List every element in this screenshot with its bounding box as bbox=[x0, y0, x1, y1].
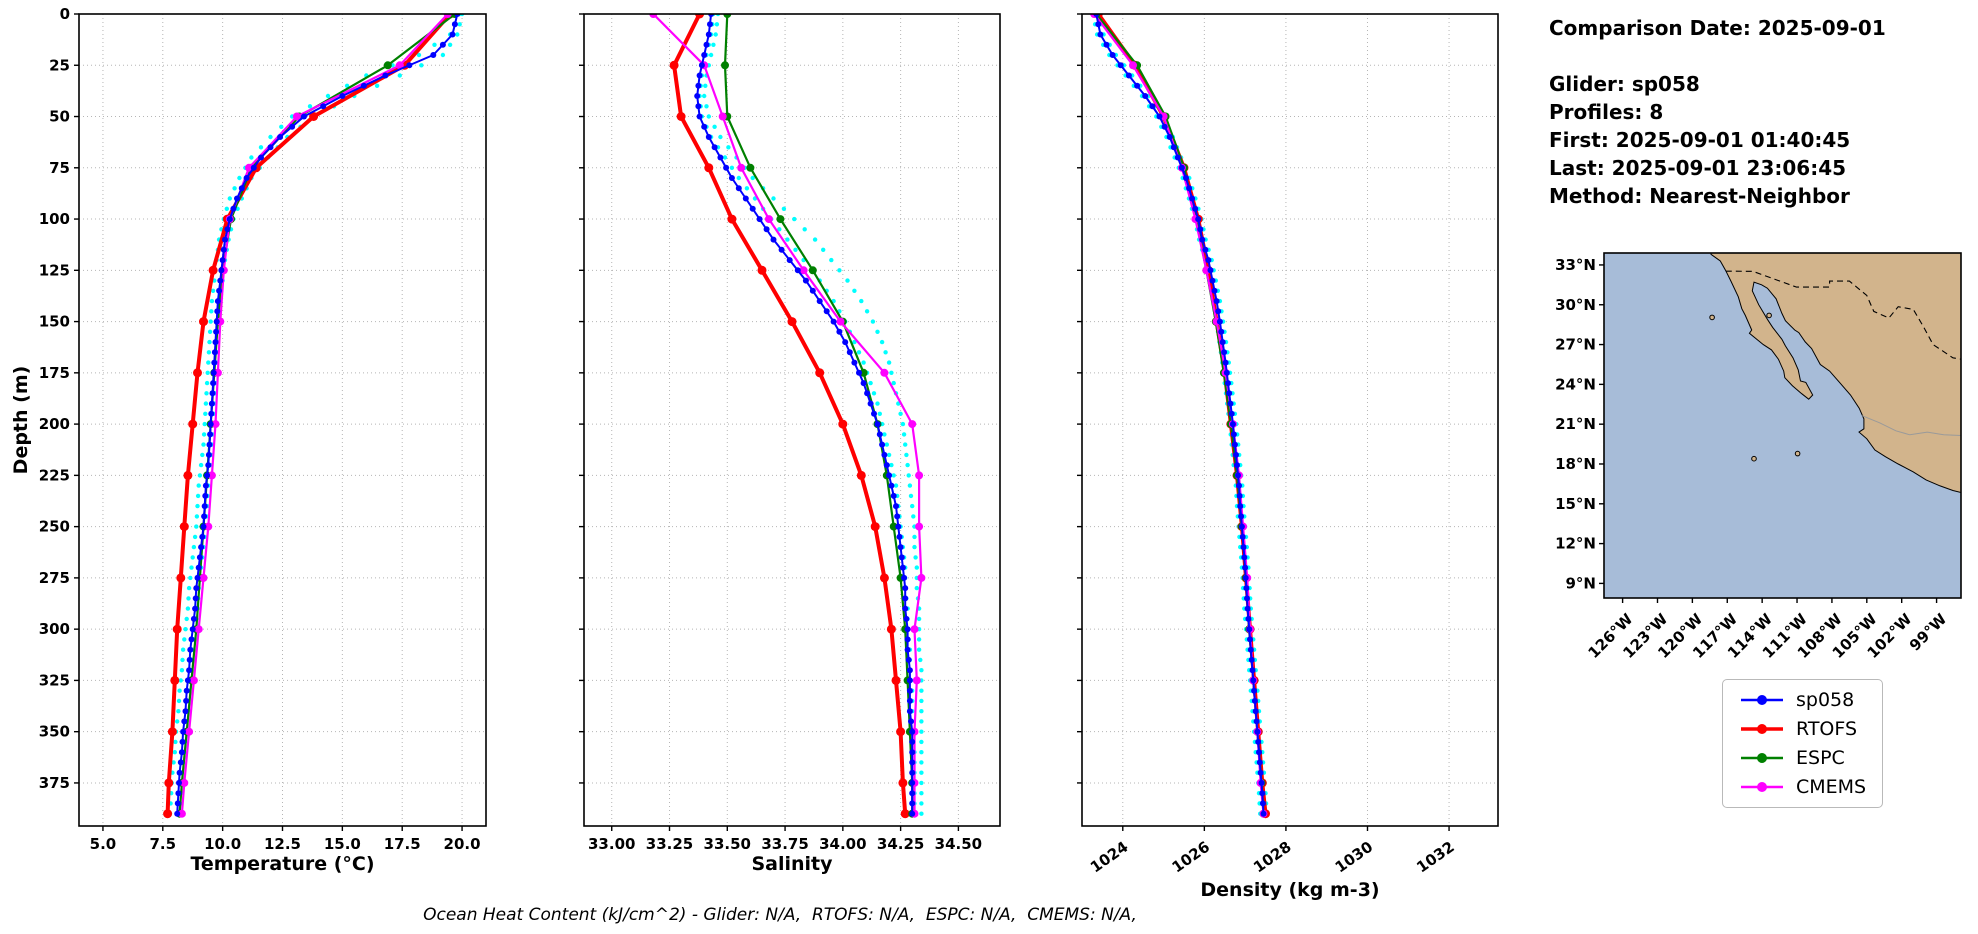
svg-text:21°N: 21°N bbox=[1555, 415, 1596, 433]
svg-text:33°N: 33°N bbox=[1555, 256, 1596, 274]
svg-text:75: 75 bbox=[49, 159, 70, 177]
svg-text:99°W: 99°W bbox=[1906, 610, 1951, 655]
glider-name-text: Glider: sp058 bbox=[1549, 72, 1700, 96]
svg-text:15°N: 15°N bbox=[1555, 495, 1596, 513]
profile-chart-temperature: 5.0 7.5 10.0 12.5 15.0 17.5 20.0 0 25 50 75 100 125 1… bbox=[10, 5, 487, 875]
svg-text:100: 100 bbox=[39, 210, 70, 228]
x-axis-label: Density (kg m-3) bbox=[1200, 879, 1379, 901]
svg-text:325: 325 bbox=[39, 671, 70, 689]
svg-text:20.0: 20.0 bbox=[444, 835, 481, 853]
island-dot bbox=[1751, 455, 1757, 462]
series-layer bbox=[649, 14, 926, 819]
svg-text:30°N: 30°N bbox=[1555, 296, 1596, 314]
legend-label: CMEMS bbox=[1796, 776, 1867, 798]
svg-text:10.0: 10.0 bbox=[204, 835, 241, 853]
svg-text:18°N: 18°N bbox=[1555, 455, 1596, 473]
svg-text:250: 250 bbox=[39, 518, 70, 536]
svg-text:225: 225 bbox=[39, 466, 70, 484]
svg-text:125: 125 bbox=[39, 261, 70, 279]
svg-text:33.25: 33.25 bbox=[646, 835, 693, 853]
svg-text:50: 50 bbox=[49, 108, 70, 126]
svg-text:150: 150 bbox=[39, 313, 70, 331]
profile-chart-salinity: 33.00 33.25 33.50 33.75 34.00 34.25 34.50 Salin… bbox=[579, 13, 1001, 875]
svg-text:275: 275 bbox=[39, 569, 70, 587]
island-dot bbox=[1709, 314, 1715, 321]
svg-text:27°N: 27°N bbox=[1555, 336, 1596, 354]
island-dot bbox=[1794, 450, 1801, 457]
svg-text:0: 0 bbox=[60, 5, 70, 23]
svg-text:175: 175 bbox=[39, 364, 70, 382]
svg-text:34.50: 34.50 bbox=[935, 835, 982, 853]
svg-text:15.0: 15.0 bbox=[324, 835, 361, 853]
svg-text:7.5: 7.5 bbox=[150, 835, 177, 853]
svg-text:34.00: 34.00 bbox=[819, 835, 866, 853]
svg-text:33.00: 33.00 bbox=[588, 835, 635, 853]
x-axis-label: Salinity bbox=[751, 853, 833, 875]
svg-text:1032: 1032 bbox=[1413, 838, 1458, 877]
legend-item-sp058: sp058 bbox=[1739, 689, 1866, 711]
svg-text:24°N: 24°N bbox=[1555, 375, 1596, 393]
location-map: 33°N 30°N 27°N 24°N 21°N 18°N 15°N 12°N 9°N 126°W… bbox=[1530, 241, 1978, 671]
legend-item-CMEMS: CMEMS bbox=[1739, 776, 1866, 798]
legend-label: sp058 bbox=[1796, 689, 1855, 711]
info-panel: Comparison Date: 2025-09-01 Glider: sp05… bbox=[1549, 14, 1969, 210]
last-profile-time-text: Last: 2025-09-01 23:06:45 bbox=[1549, 156, 1847, 180]
legend-line-sample bbox=[1741, 695, 1783, 705]
legend-label: RTOFS bbox=[1796, 718, 1858, 740]
svg-text:300: 300 bbox=[39, 620, 70, 638]
svg-text:34.25: 34.25 bbox=[877, 835, 924, 853]
svg-text:1028: 1028 bbox=[1250, 838, 1295, 877]
map-svg: 33°N30°N27°N24°N21°N18°N15°N12°N9°N126°W… bbox=[1555, 252, 1962, 662]
ocean-heat-content-caption: Ocean Heat Content (kJ/cm^2) - Glider: N… bbox=[423, 905, 1137, 925]
svg-text:5.0: 5.0 bbox=[90, 835, 117, 853]
legend-item-RTOFS: RTOFS bbox=[1739, 718, 1866, 740]
svg-text:375: 375 bbox=[39, 774, 70, 792]
island-dot bbox=[1766, 312, 1772, 319]
svg-text:12°N: 12°N bbox=[1555, 535, 1596, 553]
method-text: Method: Nearest-Neighbor bbox=[1549, 184, 1850, 208]
legend-line-sample bbox=[1741, 753, 1783, 763]
river-line bbox=[1862, 415, 1961, 436]
legend-box: sp058 RTOFS ESPC CMEMS bbox=[1722, 679, 1884, 808]
svg-text:9°N: 9°N bbox=[1566, 574, 1597, 592]
legend-item-ESPC: ESPC bbox=[1739, 747, 1866, 769]
y-axis-label: Depth (m) bbox=[10, 366, 32, 475]
svg-text:1026: 1026 bbox=[1169, 838, 1214, 877]
legend-line-sample bbox=[1741, 782, 1783, 792]
svg-text:1030: 1030 bbox=[1332, 838, 1377, 877]
svg-text:25: 25 bbox=[49, 56, 70, 74]
svg-text:17.5: 17.5 bbox=[384, 835, 421, 853]
comparison-date-text: Comparison Date: 2025-09-01 bbox=[1549, 16, 1886, 40]
profile-chart-density: 1024 1026 1028 1030 1032 Density (kg m-3) bbox=[1077, 13, 1499, 901]
svg-text:200: 200 bbox=[39, 415, 70, 433]
first-profile-time-text: First: 2025-09-01 01:40:45 bbox=[1549, 128, 1851, 152]
svg-text:33.50: 33.50 bbox=[704, 835, 751, 853]
profiles-count-text: Profiles: 8 bbox=[1549, 100, 1664, 124]
svg-text:33.75: 33.75 bbox=[761, 835, 808, 853]
svg-text:12.5: 12.5 bbox=[264, 835, 301, 853]
legend-line-sample bbox=[1741, 724, 1783, 734]
svg-text:350: 350 bbox=[39, 723, 70, 741]
svg-text:1024: 1024 bbox=[1087, 838, 1132, 877]
legend-label: ESPC bbox=[1796, 747, 1845, 769]
x-axis-label: Temperature (°C) bbox=[190, 853, 374, 875]
land-area bbox=[1710, 253, 1961, 494]
series-layer bbox=[1090, 14, 1270, 819]
country-border-dashed bbox=[1725, 270, 1961, 360]
